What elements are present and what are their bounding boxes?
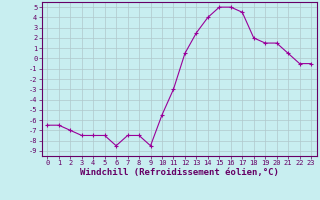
X-axis label: Windchill (Refroidissement éolien,°C): Windchill (Refroidissement éolien,°C) [80, 168, 279, 177]
